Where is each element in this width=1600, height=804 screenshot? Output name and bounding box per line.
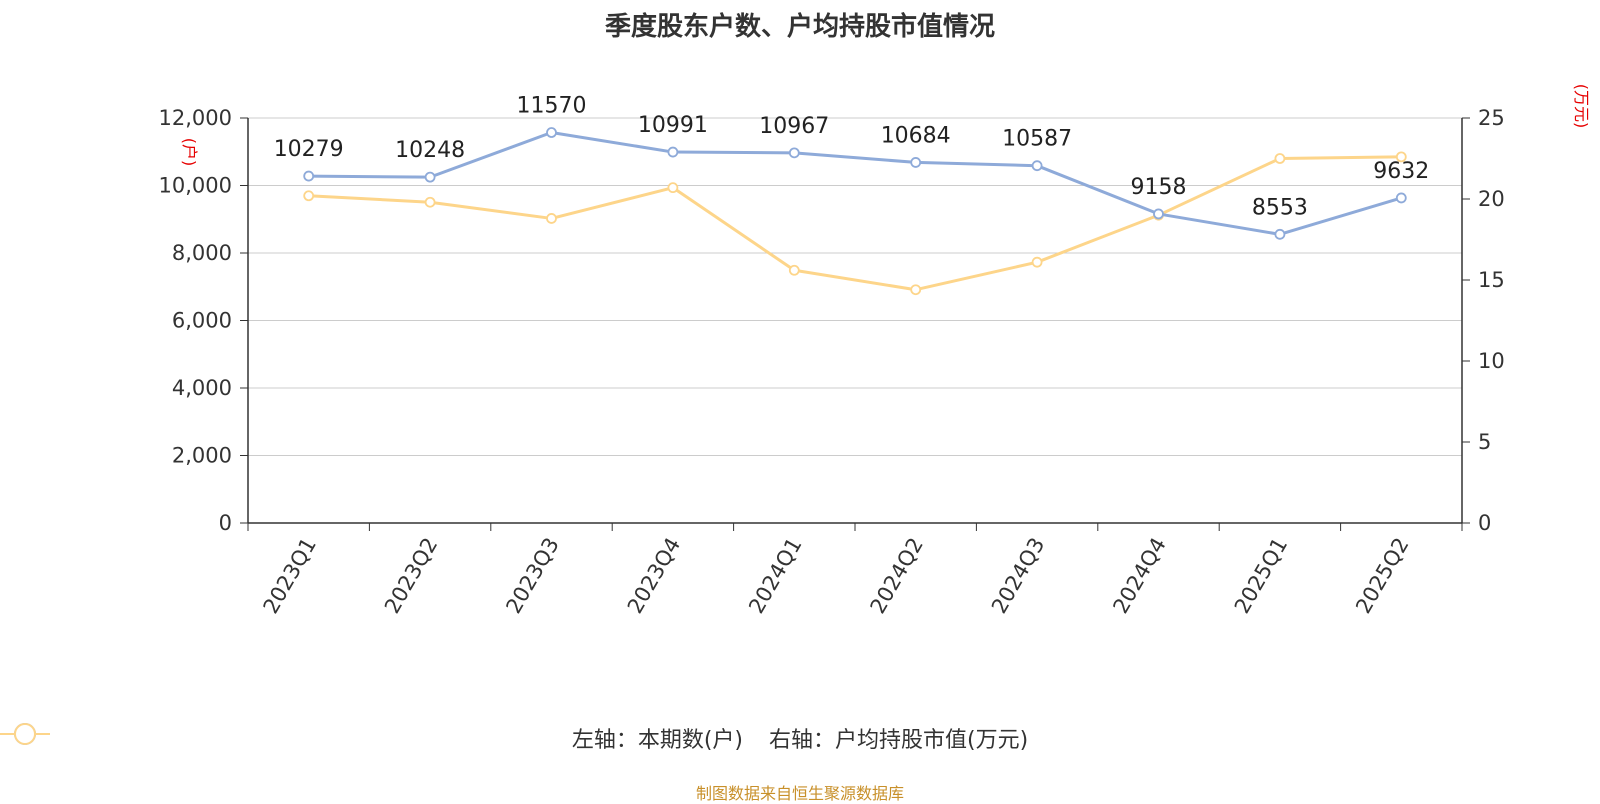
grid-lines xyxy=(248,117,1462,456)
x-tick-label: 2023Q3 xyxy=(501,534,563,618)
source-note: 制图数据来自恒生聚源数据库 xyxy=(695,784,904,803)
left-series-point xyxy=(910,157,922,168)
left-axis-unit: (户) xyxy=(180,138,199,167)
x-tick-label: 2023Q1 xyxy=(259,534,321,618)
legend: 左轴：本期数(户) 右轴：户均持股市值(万元) xyxy=(0,722,1600,754)
left-series-point xyxy=(546,127,557,138)
data-label: 8553 xyxy=(1252,195,1308,220)
data-label: 10967 xyxy=(759,114,829,139)
data-label: 10587 xyxy=(1002,127,1072,152)
right-series-point xyxy=(1274,153,1286,164)
left-tick-label: 10,000 xyxy=(159,174,232,198)
left-series-point xyxy=(1153,208,1164,220)
right-series-point xyxy=(303,190,315,202)
right-series-point xyxy=(1395,151,1407,163)
x-tick-label: 2024Q1 xyxy=(744,534,806,618)
data-label: 10248 xyxy=(395,138,465,163)
right-tick-label: 0 xyxy=(1478,511,1491,535)
right-series-point xyxy=(546,213,557,224)
left-series-point xyxy=(424,171,436,183)
left-tick-label: 8,000 xyxy=(172,241,232,265)
right-series-line xyxy=(307,155,1403,292)
right-tick-label: 20 xyxy=(1478,187,1505,211)
left-tick-label: 4,000 xyxy=(172,376,232,400)
legend-item-right[interactable]: 右轴：户均持股市值(万元) xyxy=(0,722,1029,754)
right-axis-unit: (万元) xyxy=(1572,84,1591,129)
right-series-point xyxy=(910,284,922,296)
series-layer xyxy=(303,127,1407,296)
x-tick-label: 2024Q2 xyxy=(866,534,928,618)
x-tick-label: 2023Q2 xyxy=(380,534,442,618)
data-label: 10991 xyxy=(638,113,708,138)
data-label: 9158 xyxy=(1131,175,1187,200)
data-label: 9632 xyxy=(1373,159,1429,184)
right-tick-label: 10 xyxy=(1478,349,1505,373)
left-tick-label: 12,000 xyxy=(159,106,232,130)
left-series-point xyxy=(1395,192,1407,204)
left-series-line xyxy=(307,131,1403,236)
x-tick-label: 2025Q2 xyxy=(1351,534,1413,618)
data-label: 10279 xyxy=(274,137,344,162)
left-tick-label: 0 xyxy=(219,511,232,535)
legend-left-label: 左轴：本期数(户) xyxy=(571,728,743,753)
right-series-point xyxy=(667,182,679,194)
legend-right-marker-icon xyxy=(0,723,50,745)
x-tick-label: 2024Q4 xyxy=(1108,534,1170,618)
x-tick-label: 2023Q4 xyxy=(623,534,685,618)
data-label: 10684 xyxy=(881,123,951,148)
left-series-point xyxy=(1031,160,1043,172)
data-label: 11570 xyxy=(517,94,587,119)
left-series-point xyxy=(303,170,315,182)
data-labels: 10279 10248 11570 10991 10967 10684 10587 9158 8… xyxy=(274,94,1430,221)
left-tick-label: 6,000 xyxy=(172,309,232,333)
right-series-point xyxy=(1031,256,1043,268)
x-tick-label: 2025Q1 xyxy=(1230,534,1292,618)
axes: 0 2,000 4,000 6,000 8,000 10,000 12,000 0 5 10 15 2… xyxy=(159,106,1505,618)
left-series-point xyxy=(667,146,679,158)
right-tick-label: 15 xyxy=(1478,268,1505,292)
chart-title: 季度股东户数、户均持股市值情况 xyxy=(604,12,995,42)
legend-item-left[interactable]: 左轴：本期数(户) xyxy=(0,722,743,754)
right-tick-label: 5 xyxy=(1478,430,1491,454)
x-tick-label: 2024Q3 xyxy=(987,534,1049,618)
left-tick-label: 2,000 xyxy=(172,444,232,468)
right-series-point xyxy=(424,196,436,208)
legend-right-label: 右轴：户均持股市值(万元) xyxy=(769,728,1029,753)
left-series-point xyxy=(788,147,800,159)
left-series-point xyxy=(1274,228,1286,240)
right-tick-label: 25 xyxy=(1478,106,1505,130)
right-series-point xyxy=(788,264,800,276)
